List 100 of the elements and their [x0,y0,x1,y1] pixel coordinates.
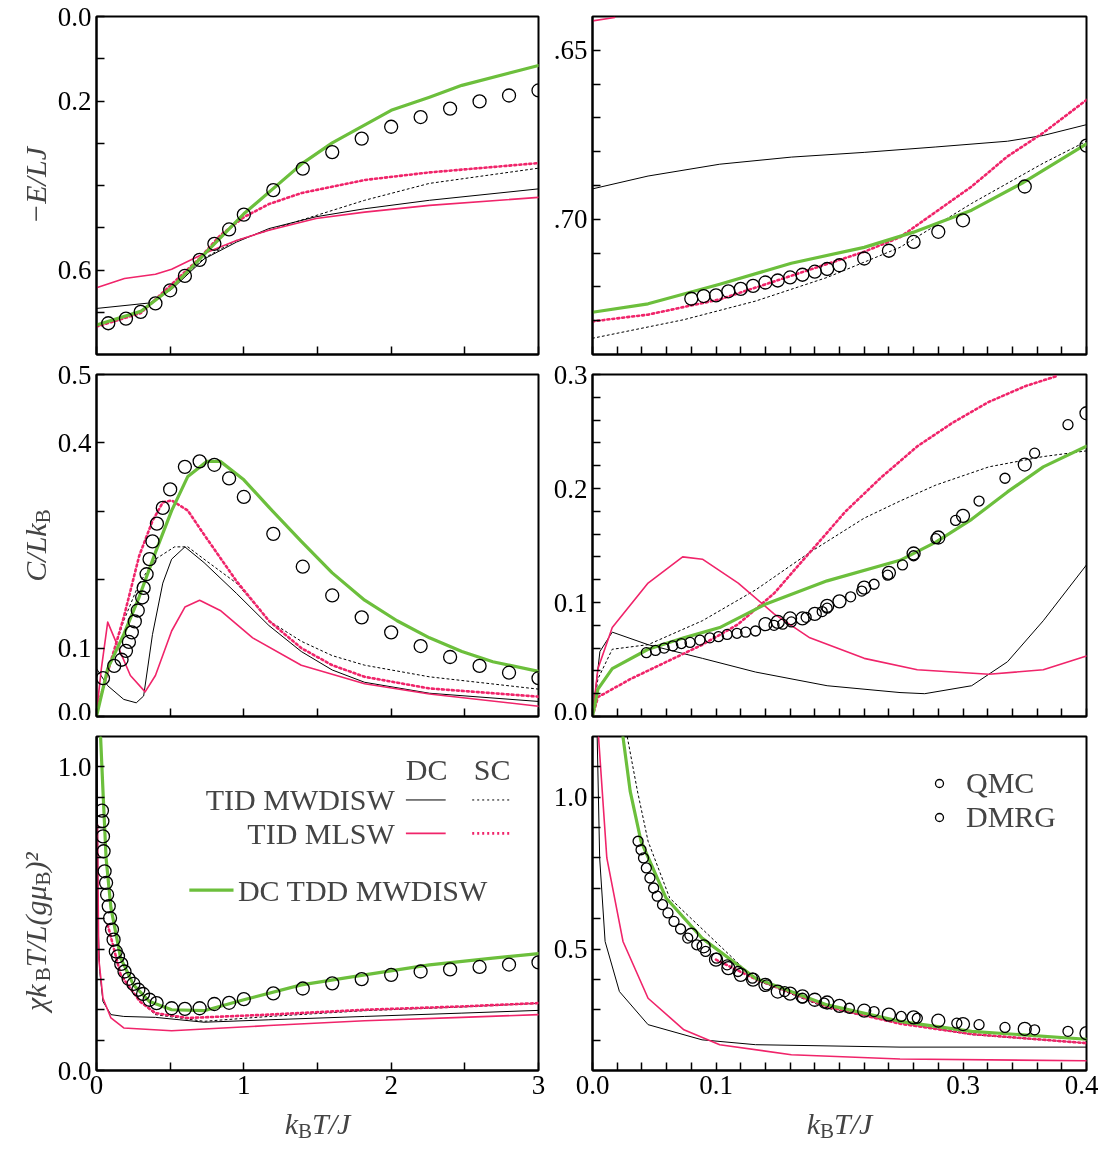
point [97,864,112,879]
x-tick-label: 1 [237,1069,251,1100]
y-tick-label: 1.0 [57,751,92,782]
point [721,961,736,976]
point [691,939,703,951]
point [236,992,251,1007]
point [732,965,744,978]
y-tick-label: 0.6 [57,255,92,285]
point [857,1003,872,1018]
point [651,890,663,902]
point [820,995,835,1010]
point [148,296,163,311]
point [999,1021,1011,1034]
point [696,939,711,954]
point [501,88,517,103]
point [782,986,798,1001]
point [413,109,428,125]
point [266,986,281,1001]
point [472,94,487,109]
point [177,268,193,284]
point [696,288,711,304]
y-tick-label: .70 [553,204,588,235]
point [843,1002,856,1014]
point [96,829,111,844]
point [906,234,921,250]
point [721,284,736,299]
point [1017,1021,1032,1037]
point [99,887,115,902]
point [384,119,399,134]
point [126,976,141,992]
point [163,283,178,298]
y-axis-title: χkBT/L(gμB)² [19,851,55,1015]
x-tick-label: 0.3 [946,1069,980,1100]
point [708,288,724,303]
y-axis-title: −E/LJ [19,145,52,224]
point [164,1001,179,1016]
series-label: DC TDD MWDISW [237,873,489,907]
y-tick-label: 0.1 [57,633,92,664]
x-tick-label: 0.4 [1064,1069,1099,1100]
point [745,278,761,294]
point [857,251,872,266]
point [807,992,822,1007]
y-tick-label: 0.5 [553,934,588,965]
point [354,971,369,987]
point [782,270,798,285]
legend-label: DMRG [965,800,1056,834]
point [325,976,340,991]
point [1062,1025,1074,1037]
point [832,998,847,1013]
y-axis-title: C/LkB [19,509,55,582]
point [895,1010,907,1023]
annotation: SC [473,753,511,787]
y-tick-label: .65 [553,35,588,66]
point [955,213,971,228]
y-tick-label: 0.0 [57,1,92,32]
point [177,1001,193,1016]
x-tick-label: 2 [384,1069,398,1100]
point [442,101,458,116]
point [906,1010,921,1025]
point [674,923,687,935]
point [881,1007,897,1022]
point [266,183,281,198]
point [354,131,369,146]
point [973,1019,985,1031]
point [192,1001,207,1016]
point [133,304,148,319]
point [868,1005,880,1018]
x-tick-label: 3 [531,1069,546,1100]
point [931,1013,946,1028]
point [295,161,310,176]
point [1017,179,1032,194]
line-series [96,63,539,327]
point [472,959,487,975]
point [818,997,830,1009]
point [1028,1024,1041,1036]
line-series [592,98,1087,323]
point [106,932,121,947]
y-tick-label: 0.2 [553,473,588,504]
point [135,986,151,1002]
point [721,959,733,971]
point [832,258,847,273]
point [221,995,237,1010]
point [96,844,111,859]
y-tick-label: 0.4 [57,427,92,458]
point [795,267,810,282]
point [770,984,785,999]
point [635,844,647,856]
point [101,899,116,914]
point [207,236,222,251]
point [142,992,157,1007]
point [96,803,110,818]
x-tick-label: 0.1 [699,1069,733,1100]
point [662,907,674,919]
y-tick-label: 0.5 [57,359,92,390]
y-tick-label: 1.0 [553,782,588,813]
point [104,922,120,937]
point [221,222,237,237]
point [98,875,114,890]
y-tick-label: 0.1 [553,587,588,618]
line-series [714,958,1087,1045]
